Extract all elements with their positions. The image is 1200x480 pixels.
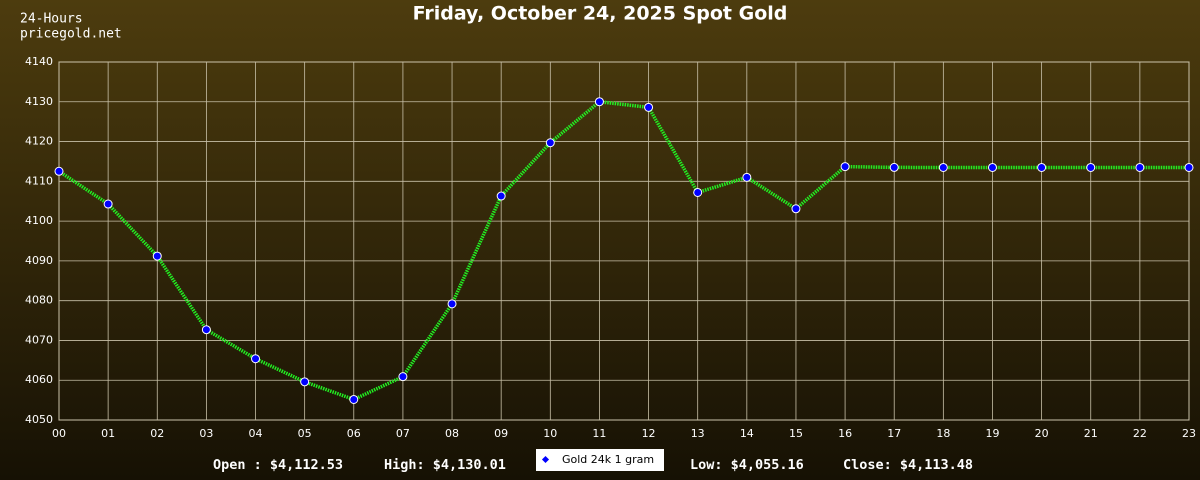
subtitle: 24-Hours	[20, 12, 83, 27]
marker	[152, 251, 162, 261]
y-tick-label: 4110	[25, 174, 53, 187]
x-tick-label: 18	[936, 427, 950, 440]
marker	[742, 172, 752, 182]
marker	[300, 377, 310, 387]
y-tick-label: 4090	[25, 254, 53, 267]
x-tick-label: 03	[199, 427, 213, 440]
marker	[644, 102, 654, 112]
x-tick-label: 19	[985, 427, 999, 440]
marker	[938, 162, 948, 172]
y-tick-label: 4070	[25, 333, 53, 346]
x-tick-label: 05	[298, 427, 312, 440]
legend-label: Gold 24k 1 gram	[562, 453, 654, 466]
y-tick-label: 4080	[25, 294, 53, 307]
x-tick-label: 06	[347, 427, 361, 440]
x-tick-label: 04	[249, 427, 263, 440]
x-tick-label: 21	[1084, 427, 1098, 440]
marker	[693, 187, 703, 197]
marker	[201, 325, 211, 335]
y-tick-label: 4130	[25, 95, 53, 108]
y-tick-label: 4140	[25, 55, 53, 68]
x-tick-label: 15	[789, 427, 803, 440]
marker	[840, 162, 850, 172]
x-tick-label: 00	[52, 427, 66, 440]
marker	[1184, 162, 1194, 172]
x-tick-label: 13	[691, 427, 705, 440]
marker	[987, 162, 997, 172]
marker	[594, 97, 604, 107]
marker	[54, 166, 64, 176]
legend-marker	[541, 455, 550, 464]
x-tick-label: 14	[740, 427, 754, 440]
stat-label: Close: $4,113.48	[843, 457, 973, 473]
marker	[447, 299, 457, 309]
stat-label: Low: $4,055.16	[690, 457, 804, 473]
y-tick-label: 4100	[25, 214, 53, 227]
x-tick-label: 01	[101, 427, 115, 440]
marker	[791, 204, 801, 214]
x-tick-label: 16	[838, 427, 852, 440]
x-tick-label: 22	[1133, 427, 1147, 440]
marker	[1086, 162, 1096, 172]
marker	[545, 138, 555, 148]
marker	[1037, 162, 1047, 172]
chart-title: Friday, October 24, 2025 Spot Gold	[413, 3, 788, 25]
y-tick-label: 4120	[25, 135, 53, 148]
x-tick-label: 11	[592, 427, 606, 440]
marker	[103, 199, 113, 209]
marker	[496, 191, 506, 201]
x-tick-label: 02	[150, 427, 164, 440]
legend-box	[536, 449, 664, 471]
marker	[1135, 162, 1145, 172]
marker	[251, 354, 261, 364]
x-tick-label: 17	[887, 427, 901, 440]
y-tick-label: 4060	[25, 373, 53, 386]
subtitle: pricegold.net	[20, 27, 122, 42]
x-tick-label: 09	[494, 427, 508, 440]
marker	[398, 372, 408, 382]
x-tick-label: 07	[396, 427, 410, 440]
y-tick-label: 4050	[25, 413, 53, 426]
x-tick-label: 23	[1182, 427, 1196, 440]
marker	[349, 394, 359, 404]
x-tick-label: 20	[1035, 427, 1049, 440]
stat-label: Open : $4,112.53	[213, 457, 343, 473]
stat-label: High: $4,130.01	[384, 457, 506, 473]
legend: Gold 24k 1 gram	[536, 449, 664, 471]
x-tick-label: 12	[642, 427, 656, 440]
x-tick-label: 08	[445, 427, 459, 440]
marker	[889, 162, 899, 172]
x-tick-label: 10	[543, 427, 557, 440]
